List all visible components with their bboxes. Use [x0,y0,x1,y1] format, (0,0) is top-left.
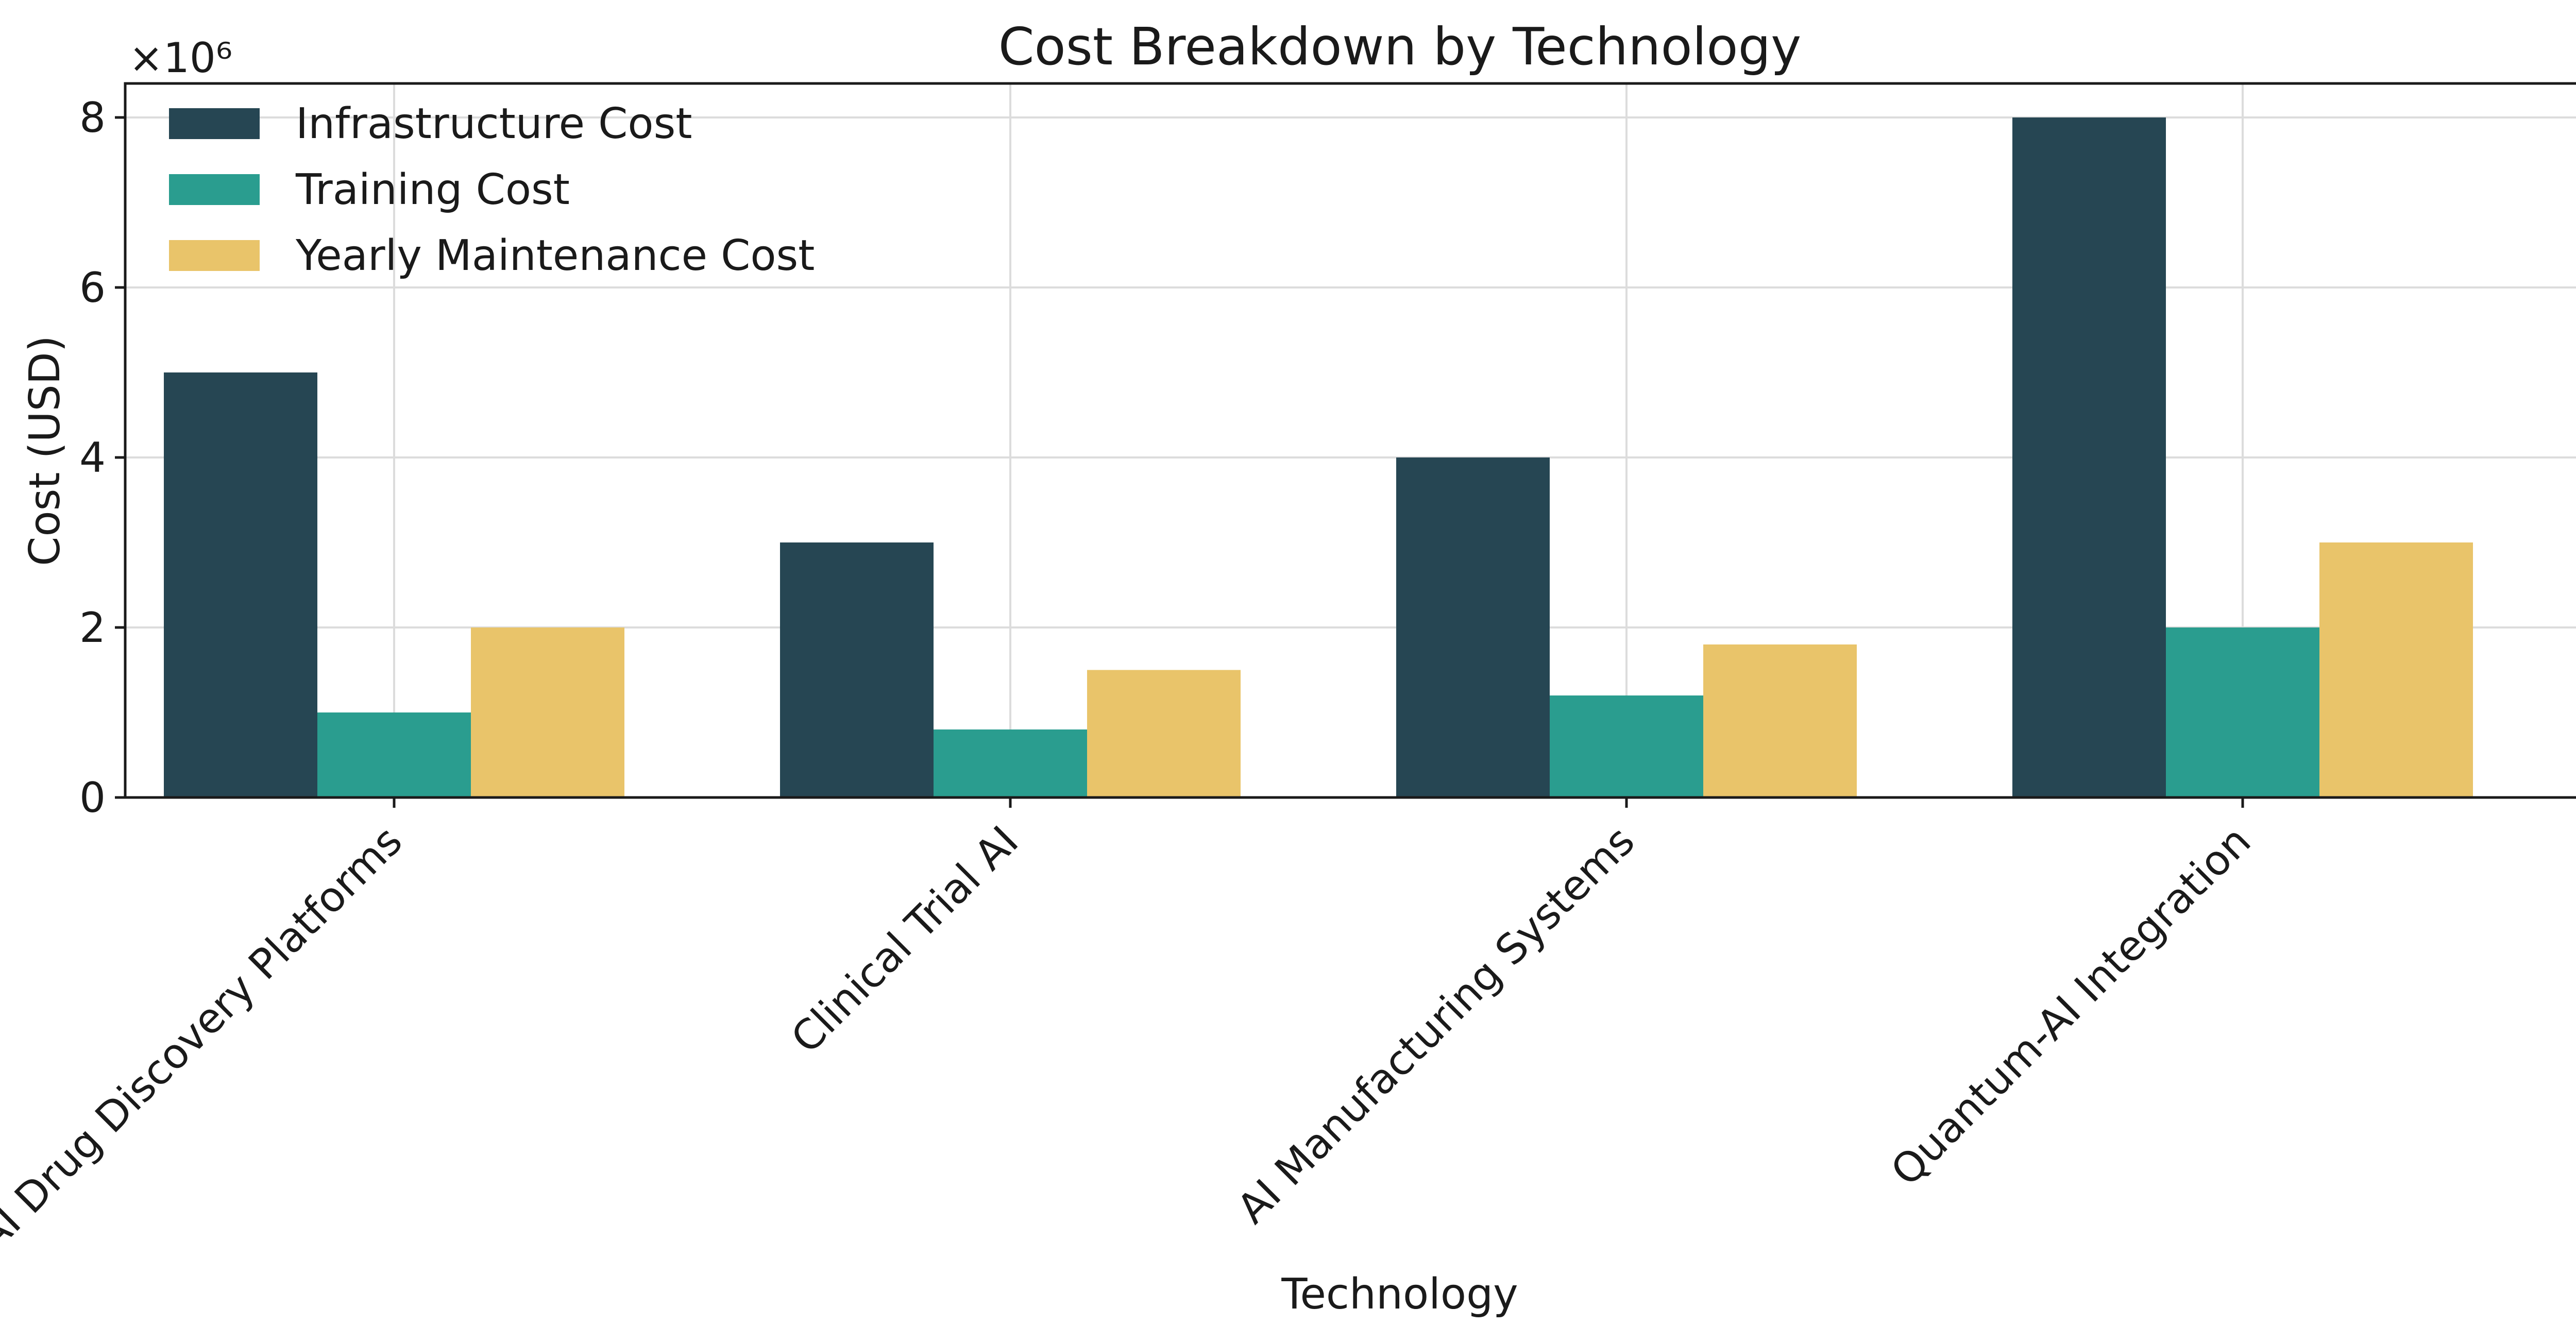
x-tick-label-2: AI Manufacturing Systems [1228,817,1643,1233]
bar-1-4 [2012,117,2166,797]
y-tick-label-1: 2 [79,604,106,652]
bar-1-3 [1396,457,1550,797]
legend-swatch-3 [169,240,260,271]
legend-label-3: Yearly Maintenance Cost [295,231,815,280]
chart-title: Cost Breakdown by Technology [998,16,1802,77]
y-tick-label-0: 0 [79,774,106,822]
y-tick-label-3: 6 [79,264,106,312]
x-tick-label-1: Clinical Trial AI [782,817,1028,1063]
legend-label-2: Training Cost [295,165,570,214]
y-tick-label-2: 4 [79,434,106,482]
bar-1-1 [164,372,317,797]
y-axis-title: Cost (USD) [21,335,70,566]
y-tick-label-4: 8 [79,94,106,142]
legend-swatch-1 [169,108,260,139]
legend-swatch-2 [169,174,260,205]
bar-2-2 [934,729,1087,797]
bar-3-2 [1087,670,1241,797]
bars [164,117,2473,797]
legend: Infrastructure Cost Training Cost Yearly M… [169,99,815,280]
x-axis-title: Technology [1281,1270,1518,1319]
bar-2-4 [2166,627,2319,797]
bar-3-1 [471,627,624,797]
legend-label-1: Infrastructure Cost [296,99,692,148]
bar-3-4 [2319,542,2473,797]
x-tick-label-0: AI Drug Discovery Platforms [0,817,411,1261]
bar-3-3 [1703,644,1857,797]
x-tick-label-3: Quantum-AI Integration [1882,817,2260,1195]
plot-frame [124,82,2576,799]
bar-2-3 [1550,695,1703,797]
y-axis-multiplier: ×10⁶ [129,34,232,82]
bar-1-2 [780,542,934,797]
bar-2-1 [317,712,471,797]
